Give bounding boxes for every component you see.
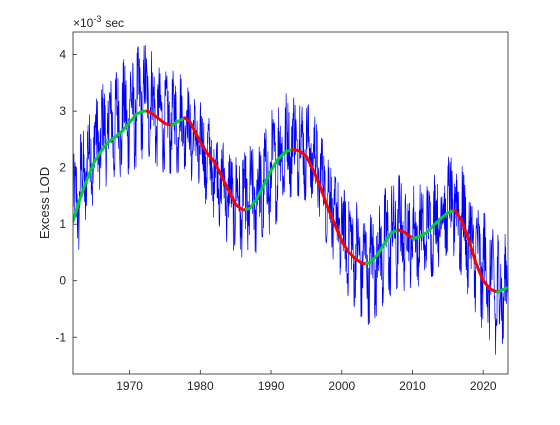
exponent-label: ×10-3 sec (73, 14, 124, 30)
x-tick-label: 2000 (328, 379, 355, 393)
smoothed-segment-falling (183, 116, 248, 212)
y-tick-label: 4 (59, 48, 66, 62)
smoothed-series-layer (73, 109, 508, 294)
exponent-base: ×10 (73, 16, 94, 30)
exponent-unit: sec (105, 16, 124, 30)
x-tick-label: 2020 (470, 379, 497, 393)
y-axis-label: Excess LOD (37, 167, 52, 239)
smoothed-segment-rising (170, 116, 187, 127)
exponent-power: -3 (93, 14, 101, 24)
smoothed-segment-rising (411, 208, 457, 240)
x-tick-label: 1980 (187, 379, 214, 393)
x-tick-label: 1970 (116, 379, 143, 393)
plot-frame (72, 31, 509, 375)
smoothed-segment-falling (290, 148, 369, 266)
smoothed-segment-falling (453, 208, 499, 294)
y-tick-label: 0 (59, 274, 66, 288)
x-tick-label: 2010 (399, 379, 426, 393)
smoothed-segment-rising (244, 148, 294, 211)
x-axis: 1970 1980 1990 2000 2010 2020 (116, 370, 497, 393)
raw-lod-line (73, 45, 508, 355)
y-tick-label: 3 (59, 104, 66, 118)
y-tick-label: 1 (59, 217, 66, 231)
raw-series-layer (73, 45, 508, 355)
smoothed-segment-falling (145, 109, 174, 127)
y-tick-label: -1 (55, 330, 66, 344)
x-tick-label: 1990 (258, 379, 285, 393)
y-tick-label: 2 (59, 161, 66, 175)
smoothed-segment-rising (73, 109, 149, 223)
smoothed-segment-rising (495, 286, 508, 294)
plot-background (73, 32, 508, 374)
smoothed-segment-falling (396, 228, 415, 240)
smoothed-segment-rising (365, 228, 400, 265)
y-axis: -1 0 1 2 3 4 (55, 48, 77, 344)
